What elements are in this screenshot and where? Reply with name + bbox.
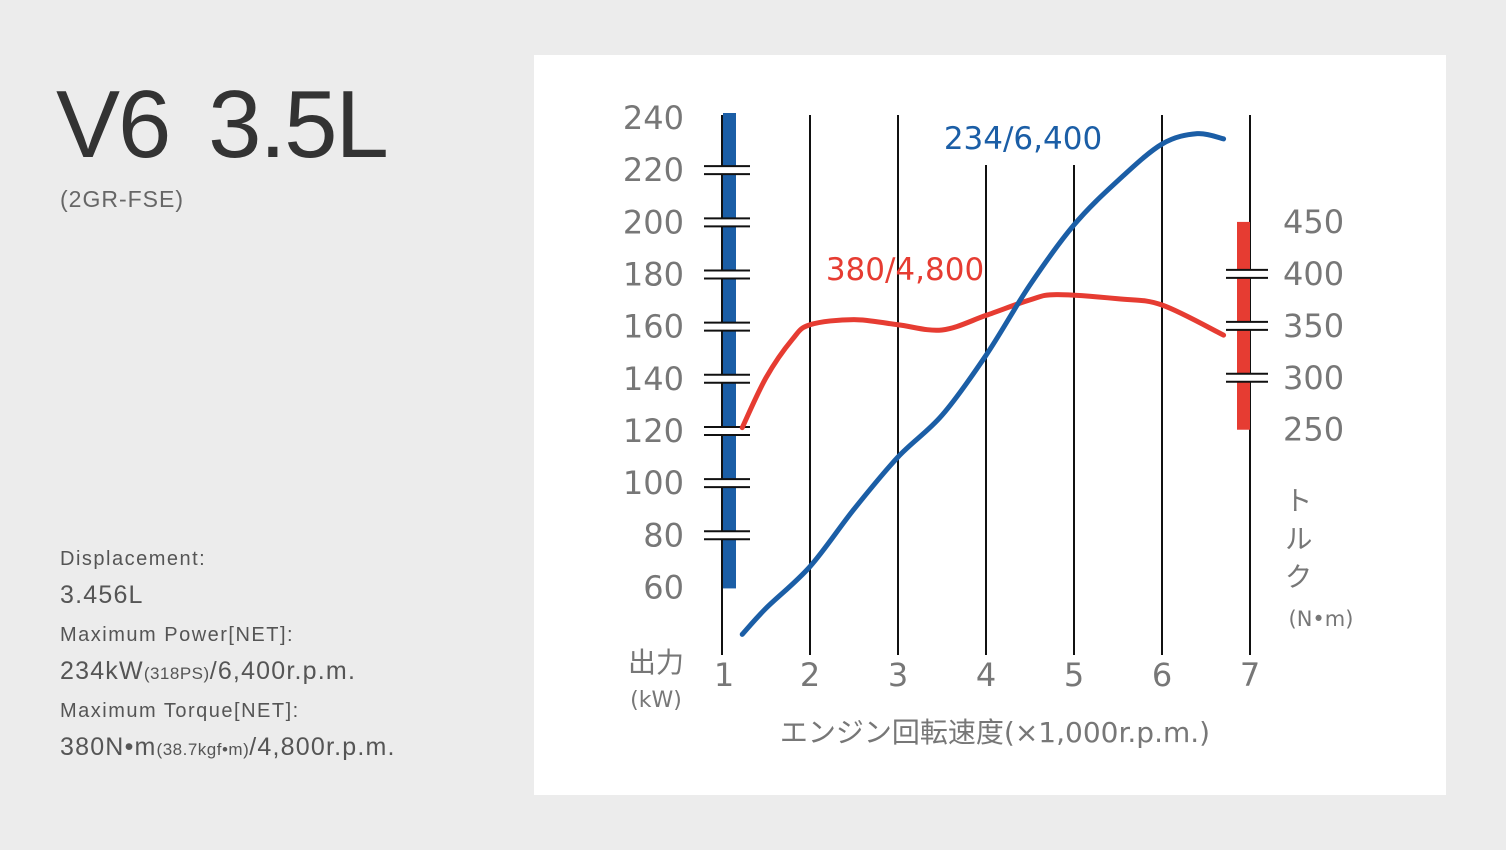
spec-value-note: (318PS) (143, 664, 210, 683)
x-tick-label: 1 (714, 656, 734, 694)
series-line (739, 292, 1227, 431)
y2-tick-label: 250 (1283, 411, 1344, 449)
spec-value-note: (38.7kgf•m) (156, 740, 250, 759)
y-tick-label: 100 (623, 464, 684, 502)
y2-tick-label: 400 (1283, 255, 1344, 293)
y-axis-bar (723, 113, 736, 589)
y-tick-gap (704, 479, 750, 488)
y-tick-gap (704, 426, 750, 435)
spec-value: 234kW(318PS)/6,400r.p.m. (60, 657, 396, 686)
y-tick-label: 80 (643, 516, 684, 554)
y-tick-label: 140 (623, 360, 684, 398)
spec-value-rest: /6,400r.p.m. (209, 657, 357, 685)
spec-value: 380N•m(38.7kgf•m)/4,800r.p.m. (60, 733, 396, 762)
y-tick-gap (704, 322, 750, 331)
x-axis-label: エンジン回転速度(×1,000r.p.m.) (780, 716, 1210, 749)
y-axis-label: 出力 (628, 646, 684, 679)
y2-axis-label: トルク (1281, 486, 1314, 600)
spec-label: Maximum Power[NET]: (60, 624, 295, 646)
x-tick-label: 4 (976, 656, 996, 694)
x-tick-label: 5 (1064, 656, 1084, 694)
specs: Displacement: 3.456L Maximum Power[NET]: 23… (60, 548, 396, 776)
y2-tick-gap (1226, 321, 1268, 330)
y-tick-label: 220 (623, 151, 684, 189)
y-tick-label: 200 (623, 203, 684, 241)
spec-value-main: 234kW (60, 657, 144, 685)
x-tick-label: 6 (1152, 656, 1172, 694)
title: V6 3.5L (56, 71, 389, 178)
spec-value: 3.456L (60, 581, 396, 610)
y-axis-unit: (kW) (630, 688, 682, 713)
y2-tick-label: 350 (1283, 307, 1344, 345)
y-tick-gap (704, 531, 750, 540)
x-tick-label: 7 (1240, 656, 1260, 694)
series-line (739, 131, 1227, 637)
annotation: 234/6,400 (944, 121, 1102, 157)
y2-tick-gap (1226, 269, 1268, 278)
y-tick-label: 180 (623, 255, 684, 293)
annotation: 380/4,800 (826, 252, 984, 288)
y-tick-label: 160 (623, 308, 684, 346)
y2-axis-unit: (N•m) (1289, 607, 1354, 631)
y-tick-gap (704, 374, 750, 383)
y-tick-gap (704, 270, 750, 279)
subtitle: (2GR-FSE) (60, 186, 184, 212)
y2-tick-label: 450 (1283, 203, 1344, 241)
y-tick-gap (704, 166, 750, 175)
spec-label: Displacement: (60, 548, 207, 570)
y-tick-gap (704, 218, 750, 227)
spec-value-main: 3.456L (60, 581, 144, 609)
y2-tick-gap (1226, 373, 1268, 382)
y-tick-label: 240 (623, 99, 684, 137)
y-tick-label: 120 (623, 412, 684, 450)
spec-value-main: 380N•m (60, 733, 157, 761)
x-tick-label: 3 (888, 656, 908, 694)
y-tick-label: 60 (643, 568, 684, 606)
chart: 1 2 3 4 5 6 7 60 80 100 120 140 160 180 200 220 240 250 30… (623, 99, 1354, 749)
spec-value-rest: /4,800r.p.m. (249, 733, 396, 761)
chart-panel: 1 2 3 4 5 6 7 60 80 100 120 140 160 180 200 220 240 250 30… (534, 55, 1446, 795)
y2-tick-label: 300 (1283, 359, 1344, 397)
x-tick-label: 2 (800, 656, 820, 694)
spec-label: Maximum Torque[NET]: (60, 700, 300, 722)
